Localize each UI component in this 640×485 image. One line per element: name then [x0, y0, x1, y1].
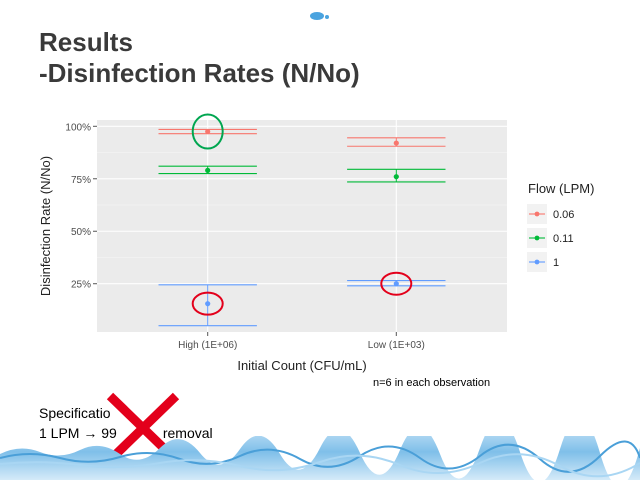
legend-title: Flow (LPM) — [528, 181, 594, 196]
arrow-icon: → — [83, 425, 98, 441]
spec-flow: 1 LPM — [39, 425, 80, 441]
water-decoration — [0, 417, 640, 485]
highlight-circle — [380, 271, 413, 296]
y-tick-label: 50% — [71, 227, 91, 238]
logo-icon — [309, 8, 331, 26]
legend: Flow (LPM) 0.06 0.11 1 — [527, 181, 594, 272]
plot-panel — [97, 120, 507, 332]
grid-lines — [97, 120, 507, 332]
x-tick-label: Low (1E+03) — [368, 340, 425, 351]
y-tick-label: 75% — [71, 175, 91, 186]
data-point — [393, 281, 399, 287]
data-point — [205, 301, 211, 307]
page-title: Results -Disinfection Rates (N/No) — [39, 27, 360, 89]
x-tick-label: High (1E+06) — [178, 340, 237, 351]
spec-percent: 99 — [101, 425, 117, 441]
disinfection-chart: 25% 50% 75% 100% High (1E+06) Low (1E+03) Di… — [38, 113, 594, 373]
y-axis-label: Disinfection Rate (N/No) — [38, 156, 53, 296]
x-axis-label: Initial Count (CFU/mL) — [237, 358, 366, 373]
x-ticks: High (1E+06) Low (1E+03) — [178, 332, 425, 351]
chart-marks — [158, 113, 446, 327]
legend-label: 1 — [553, 257, 559, 269]
highlight-circle — [191, 291, 224, 316]
legend-point — [534, 259, 540, 265]
y-ticks: 25% 50% 75% 100% — [65, 122, 97, 291]
spec-line-1: Specificatio — [39, 405, 111, 421]
highlight-circle — [191, 113, 224, 150]
data-point — [205, 128, 211, 135]
data-point — [393, 174, 399, 180]
data-point — [205, 167, 211, 173]
legend-label: 0.11 — [553, 233, 574, 245]
y-tick-label: 100% — [65, 122, 91, 133]
specification-text: Specificatio 1 LPM → 99 removal — [39, 403, 213, 443]
title-line-2: -Disinfection Rates (N/No) — [39, 58, 360, 88]
legend-point — [534, 211, 540, 217]
y-tick-label: 25% — [71, 280, 91, 291]
spec-removal: removal — [162, 425, 213, 441]
legend-label: 0.06 — [553, 209, 574, 221]
legend-point — [534, 235, 540, 241]
spec-line-2: 1 LPM → 99 removal — [39, 423, 213, 443]
sample-size-note: n=6 in each observation — [373, 377, 491, 389]
data-point — [393, 140, 399, 146]
title-line-1: Results — [39, 27, 133, 57]
